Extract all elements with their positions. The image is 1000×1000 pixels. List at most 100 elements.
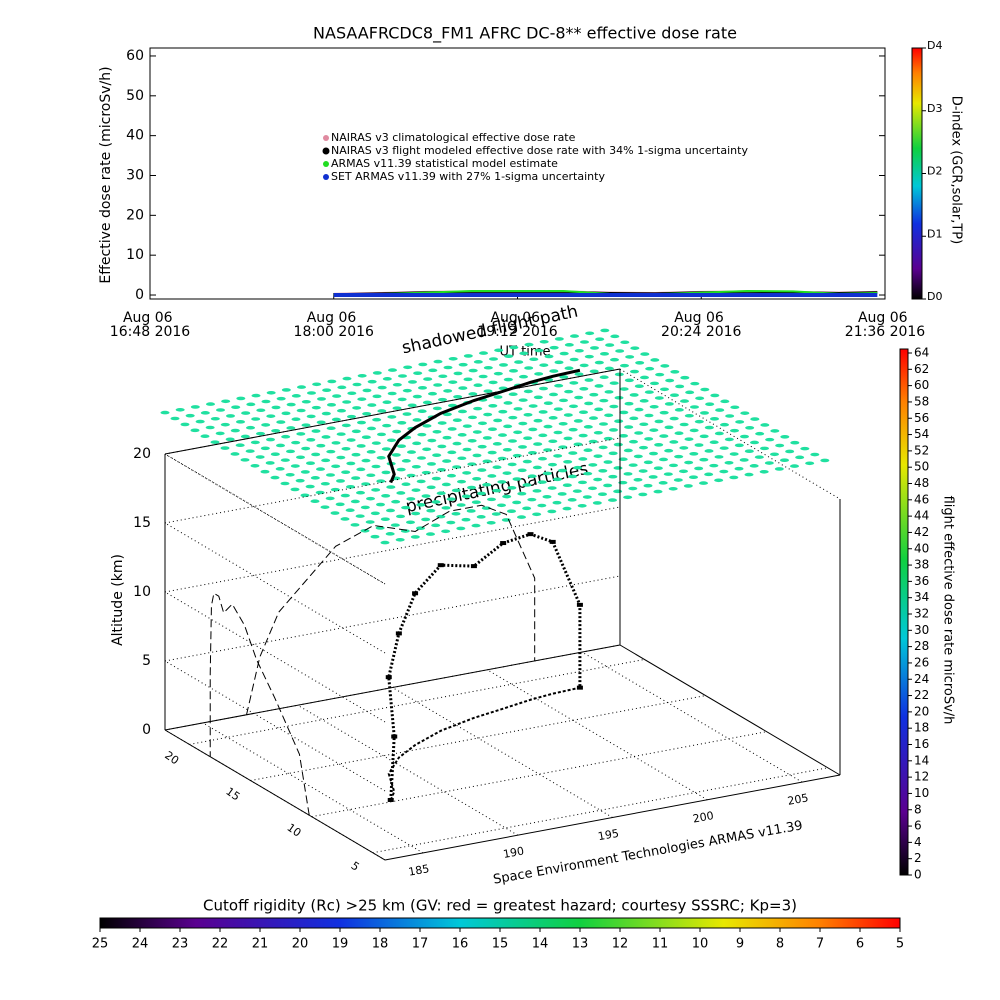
colorbar-label: D-index (GCR,solar,TP): [949, 96, 964, 244]
particle-marker: [517, 468, 527, 473]
particle-marker: [522, 459, 532, 464]
particle-marker: [537, 480, 547, 484]
particle-marker: [552, 500, 562, 505]
particle-marker: [628, 463, 638, 467]
particle-marker: [653, 466, 663, 471]
particle-marker: [431, 523, 441, 528]
particle-marker: [330, 511, 340, 515]
particle-marker: [402, 388, 412, 393]
particle-marker: [215, 431, 225, 436]
particle-marker: [230, 428, 240, 433]
particle-marker: [205, 425, 215, 430]
x-tick-label: Aug 06 21:36 2016: [845, 310, 926, 340]
particle-marker: [175, 407, 185, 412]
rigidity-colorbar: [99, 917, 901, 929]
particle-marker: [594, 384, 604, 388]
particle-marker: [562, 506, 572, 511]
particle-marker: [553, 407, 563, 411]
particle-marker: [398, 374, 407, 378]
particle-marker: [508, 392, 518, 397]
particle-marker: [306, 437, 316, 442]
colorbar-tick-label: 20: [914, 704, 929, 718]
particle-marker: [744, 472, 754, 477]
grid-line: [164, 660, 386, 792]
particle-marker: [533, 418, 543, 423]
dose-colorbar: [899, 348, 909, 876]
colorbar-tick-label: 24: [132, 937, 149, 952]
colorbar-tick-label: 32: [914, 607, 929, 621]
particle-marker: [347, 391, 357, 396]
particle-marker: [467, 485, 476, 490]
particle-marker: [509, 369, 518, 373]
particle-marker: [744, 449, 754, 454]
particle-marker: [620, 363, 629, 368]
legend-marker: [323, 135, 329, 141]
particle-marker: [608, 474, 618, 479]
particle-marker: [497, 480, 507, 484]
particle-marker: [482, 459, 492, 464]
particle-marker: [648, 475, 658, 479]
particle-marker: [346, 461, 356, 466]
particle-marker: [403, 365, 413, 370]
particle-marker: [448, 380, 458, 384]
particle-marker: [337, 385, 347, 390]
colorbar-tick-label: D4: [927, 39, 942, 52]
particle-marker: [754, 455, 764, 459]
particle-marker: [437, 421, 447, 425]
particle-marker: [679, 469, 688, 474]
particle-marker: [416, 479, 426, 484]
particle-marker: [644, 437, 654, 441]
particle-marker: [684, 413, 694, 418]
particle-marker: [482, 436, 492, 440]
particle-marker: [499, 363, 508, 367]
particle-marker: [296, 455, 305, 460]
particle-marker: [366, 473, 376, 478]
colorbar-label: flight effective dose rate microSv/h: [941, 496, 956, 725]
particle-marker: [335, 502, 345, 507]
x-tick-label: 205: [787, 791, 810, 807]
particle-marker: [473, 360, 483, 364]
particle-marker: [605, 343, 615, 347]
particle-marker: [381, 447, 391, 451]
particle-marker: [382, 423, 392, 428]
particle-marker: [634, 407, 644, 412]
particle-marker: [709, 440, 719, 445]
colorbar-tick-label: 19: [332, 937, 349, 952]
colorbar-tick-label: 18: [914, 721, 929, 735]
particle-marker: [320, 505, 330, 509]
box-edge: [164, 453, 386, 585]
particle-marker: [317, 397, 326, 401]
particle-marker: [377, 409, 387, 413]
particle-marker: [574, 395, 584, 400]
particle-marker: [473, 406, 483, 411]
particle-marker: [492, 488, 502, 493]
x-tick-label-line: Aug 06: [307, 310, 361, 326]
colorbar-tick-label: 62: [914, 362, 929, 376]
particle-marker: [458, 386, 468, 390]
particle-marker: [569, 381, 579, 385]
particle-marker: [226, 414, 235, 418]
particle-marker: [559, 351, 569, 356]
particle-marker: [519, 351, 529, 356]
particle-marker: [347, 414, 356, 419]
particle-marker: [346, 485, 355, 489]
particle-marker: [355, 514, 365, 518]
particle-marker: [337, 408, 346, 413]
particle-marker: [427, 462, 436, 466]
particle-marker: [524, 366, 534, 370]
particle-marker: [593, 454, 603, 458]
particle-marker: [694, 466, 704, 471]
x-tick-label: 195: [597, 827, 620, 843]
particle-marker: [296, 408, 306, 413]
particle-marker: [377, 432, 386, 437]
particle-marker: [446, 520, 456, 525]
y-tick-label: 30: [126, 167, 144, 183]
particle-marker: [715, 408, 725, 412]
particle-marker: [316, 467, 325, 471]
particle-marker: [498, 409, 508, 414]
particle-marker: [421, 517, 431, 522]
particle-marker: [291, 417, 301, 422]
particle-marker: [361, 482, 371, 486]
particle-marker: [634, 431, 644, 435]
